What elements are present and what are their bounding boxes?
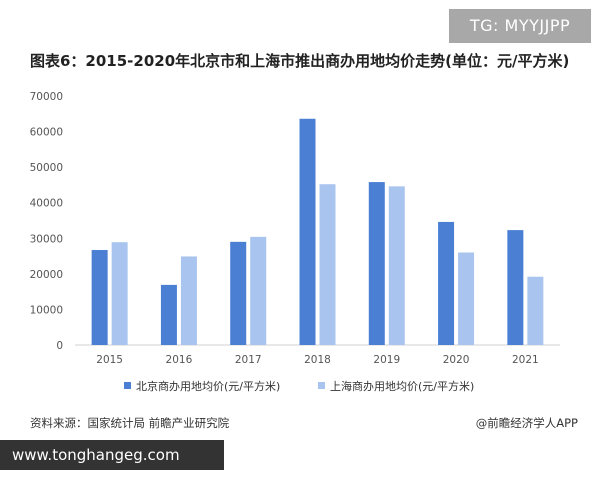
watermark-badge: TG: MYYJJPP: [449, 9, 591, 43]
x-tick-label: 2018: [304, 354, 331, 366]
bar-shanghai-2021: [527, 276, 544, 345]
y-tick-label: 40000: [30, 198, 63, 210]
chart-legend: 北京商办用地均价(元/平方米) 上海商办用地均价(元/平方米): [0, 380, 600, 396]
x-tick-label: 2017: [235, 354, 262, 366]
y-tick-label: 50000: [30, 162, 63, 174]
x-tick-label: 2019: [373, 354, 400, 366]
source-note: 资料来源：国家统计局 前瞻产业研究院: [30, 416, 230, 430]
bar-beijing-2018: [299, 118, 316, 345]
legend-item-beijing: 北京商办用地均价(元/平方米): [124, 380, 280, 394]
y-tick-label: 70000: [30, 91, 63, 103]
bar-shanghai-2018: [319, 184, 336, 345]
y-tick-label: 0: [56, 340, 63, 352]
legend-item-shanghai: 上海商办用地均价(元/平方米): [318, 380, 474, 394]
bar-chart: 0 10000 20000 30000 40000 50000 60000 70000 2015…: [30, 91, 560, 366]
x-tick-label: 2020: [443, 354, 470, 366]
bar-shanghai-2017: [250, 236, 267, 345]
site-url: www.tonghangeg.com: [0, 440, 224, 470]
bar-shanghai-2015: [111, 242, 128, 345]
bar-beijing-2019: [368, 182, 385, 345]
bar-beijing-2021: [507, 230, 524, 345]
bar-beijing-2015: [91, 250, 108, 345]
chart-title: 图表6：2015-2020年北京市和上海市推出商办用地均价走势(单位：元/平方米…: [30, 52, 570, 70]
bar-beijing-2016: [160, 284, 177, 345]
bar-shanghai-2016: [180, 256, 197, 345]
bar-beijing-2017: [230, 241, 247, 345]
y-tick-label: 10000: [30, 304, 63, 316]
legend-label-shanghai: 上海商办用地均价(元/平方米): [330, 380, 475, 393]
x-tick-label: 2021: [512, 354, 539, 366]
credit-note: @前瞻经济学人APP: [475, 416, 578, 430]
legend-label-beijing: 北京商办用地均价(元/平方米): [136, 380, 281, 393]
x-tick-label: 2016: [166, 354, 193, 366]
bar-shanghai-2019: [388, 186, 405, 345]
bar-shanghai-2020: [458, 252, 475, 345]
bar-beijing-2020: [438, 221, 455, 345]
y-tick-label: 20000: [30, 269, 63, 281]
x-tick-label: 2015: [96, 354, 123, 366]
legend-swatch-beijing: [124, 382, 131, 389]
y-tick-label: 30000: [30, 233, 63, 245]
legend-swatch-shanghai: [318, 382, 325, 389]
y-tick-label: 60000: [30, 127, 63, 139]
